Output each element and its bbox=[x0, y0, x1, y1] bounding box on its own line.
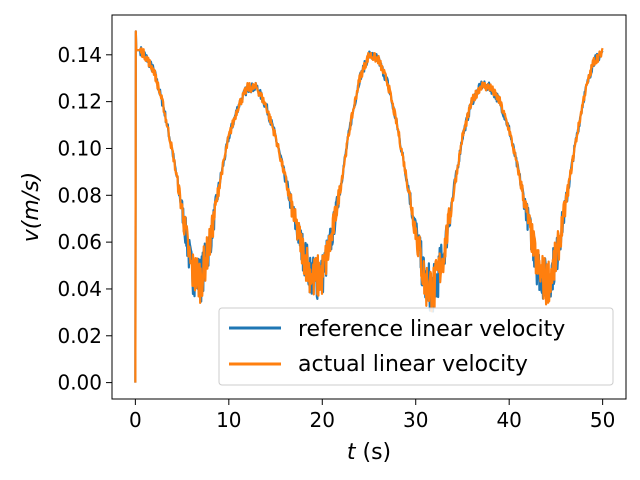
legend-label-actual: actual linear velocity bbox=[298, 352, 528, 377]
y-axis-label: v(m/s) bbox=[19, 172, 44, 243]
y-tick-label: 0.10 bbox=[57, 136, 102, 160]
axis-ticks: 0 10 20 30 40 50 0.00 0.02 0.04 0.06 0.08 0.10 0.12 0… bbox=[57, 43, 615, 432]
y-tick-label: 0.04 bbox=[57, 277, 102, 301]
y-tick-label: 0.02 bbox=[57, 324, 102, 348]
y-axis-label-unit: (m/s) bbox=[19, 172, 44, 229]
x-tick-label: 30 bbox=[403, 408, 428, 432]
y-tick-label: 0.08 bbox=[57, 183, 102, 207]
series-line-actual bbox=[134, 30, 604, 383]
x-tick-label: 20 bbox=[310, 408, 335, 432]
y-tick-label: 0.14 bbox=[57, 43, 102, 67]
y-tick-label: 0.12 bbox=[57, 90, 102, 114]
y-axis-label-variable: v bbox=[19, 228, 44, 242]
x-tick-label: 10 bbox=[216, 408, 241, 432]
axes-frame bbox=[111, 14, 627, 400]
plot-area bbox=[134, 30, 604, 383]
x-tick-label: 0 bbox=[129, 408, 142, 432]
legend-box bbox=[218, 307, 614, 386]
x-tick-label: 50 bbox=[590, 408, 615, 432]
x-axis-label: t (s) bbox=[347, 440, 391, 465]
y-tick-label: 0.00 bbox=[57, 371, 102, 395]
x-axis-label-variable: t bbox=[347, 440, 357, 465]
x-tick-label: 40 bbox=[496, 408, 521, 432]
legend-label-reference: reference linear velocity bbox=[298, 317, 565, 342]
y-tick-label: 0.06 bbox=[57, 230, 102, 254]
x-axis-label-unit: (s) bbox=[356, 440, 392, 465]
legend: reference linear velocity actual linear … bbox=[218, 307, 614, 386]
